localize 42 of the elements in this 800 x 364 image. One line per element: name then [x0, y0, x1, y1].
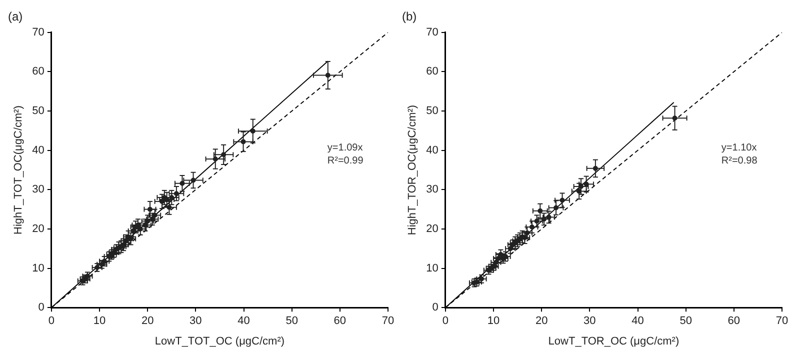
y-tick-label: 50 — [426, 105, 438, 118]
x-tick-label: 0 — [48, 315, 54, 328]
x-tick-label: 40 — [238, 315, 250, 328]
chart-title: (a) — [8, 10, 23, 24]
annotation: y=1.09x — [327, 142, 363, 154]
x-tick-label: 60 — [728, 315, 740, 328]
y-tick-label: 40 — [426, 144, 438, 156]
x-tick-label: 10 — [93, 315, 106, 328]
x-tick-label: 50 — [286, 315, 298, 328]
x-tick-label: 50 — [680, 315, 692, 328]
y-tick-label: 20 — [426, 223, 438, 236]
x-tick-label: 70 — [382, 315, 394, 328]
x-tick-label: 60 — [334, 315, 346, 328]
y-tick-label: 60 — [426, 66, 438, 78]
y-tick-label: 20 — [32, 223, 44, 236]
y-tick-label: 30 — [32, 184, 44, 196]
y-tick-label: 60 — [32, 66, 44, 78]
x-tick-label: 70 — [776, 315, 788, 328]
annotation: R²=0.98 — [721, 156, 758, 167]
annotation: y=1.10x — [721, 142, 757, 154]
y-tick-label: 0 — [38, 302, 44, 314]
y-tick-label: 0 — [432, 302, 438, 314]
y-tick-label: 10 — [426, 262, 438, 274]
x-tick-label: 0 — [442, 315, 448, 328]
x-tick-label: 40 — [632, 315, 644, 328]
y-axis-title: HighT_TOR_OC(μgC/cm²) — [406, 104, 419, 236]
x-axis-title: LowT_TOR_OC (μgC/cm²) — [548, 335, 680, 348]
y-tick-label: 30 — [426, 184, 438, 196]
x-tick-label: 20 — [535, 315, 548, 328]
y-tick-label: 40 — [32, 144, 44, 156]
y-axis-title: HighT_TOT_OC(μgC/cm²) — [12, 106, 25, 234]
y-tick-label: 70 — [32, 26, 44, 38]
y-tick-label: 50 — [32, 105, 44, 118]
annotation: R²=0.99 — [327, 156, 364, 167]
x-tick-label: 30 — [190, 315, 202, 328]
x-tick-label: 20 — [141, 315, 154, 328]
x-tick-label: 10 — [487, 315, 500, 328]
y-tick-label: 70 — [426, 26, 438, 38]
x-axis-title: LowT_TOT_OC (μgC/cm²) — [154, 335, 285, 348]
chart-title: (b) — [402, 10, 417, 24]
y-tick-label: 10 — [32, 262, 44, 274]
x-tick-label: 30 — [584, 315, 596, 328]
